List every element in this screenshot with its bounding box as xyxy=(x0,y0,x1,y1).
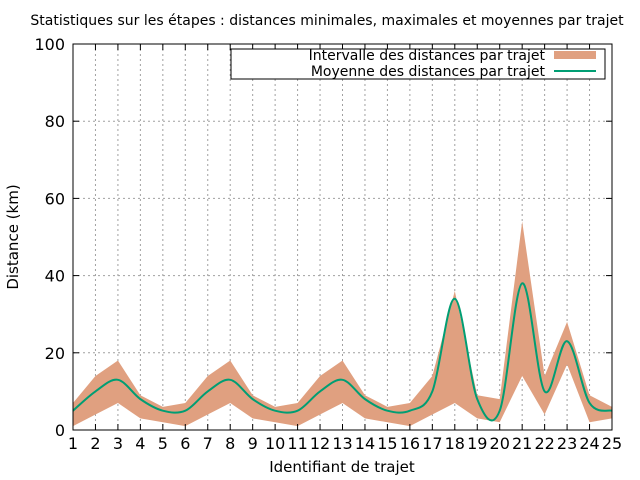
mean-line-group xyxy=(72,282,613,422)
y-tick-label: 20 xyxy=(45,344,65,363)
range-band-group xyxy=(73,221,612,427)
x-tick-label: 8 xyxy=(225,434,235,453)
x-tick-label: 6 xyxy=(180,434,190,453)
legend-box xyxy=(230,48,606,80)
y-tick-label: 60 xyxy=(45,189,65,208)
legend: Intervalle des distances par trajet Moye… xyxy=(230,48,606,80)
range-band xyxy=(73,221,612,427)
x-tick-label: 5 xyxy=(158,434,168,453)
x-tick-label: 4 xyxy=(135,434,145,453)
x-axis-label: Identifiant de trajet xyxy=(269,458,415,476)
x-tick-label: 24 xyxy=(579,434,599,453)
y-tick-label: 40 xyxy=(45,267,65,286)
x-tick-label: 11 xyxy=(287,434,307,453)
legend-label-range: Intervalle des distances par trajet xyxy=(309,48,546,64)
y-axis-label: Distance (km) xyxy=(4,184,22,289)
x-tick-label: 21 xyxy=(512,434,532,453)
x-tick-label: 19 xyxy=(467,434,487,453)
x-tick-label: 15 xyxy=(377,434,397,453)
x-tick-label: 22 xyxy=(534,434,554,453)
x-tick-label: 23 xyxy=(557,434,577,453)
x-tick-label: 12 xyxy=(310,434,330,453)
y-tick-label: 80 xyxy=(45,112,65,131)
x-tick-label: 18 xyxy=(445,434,465,453)
x-tick-label: 1 xyxy=(68,434,78,453)
x-tick-label: 17 xyxy=(422,434,442,453)
x-tick-label: 13 xyxy=(332,434,352,453)
x-tick-label: 25 xyxy=(602,434,622,453)
x-tick-label: 20 xyxy=(490,434,510,453)
x-tick-label: 9 xyxy=(248,434,258,453)
y-tick-label: 100 xyxy=(34,35,65,54)
legend-swatch-range xyxy=(554,51,596,59)
x-tick-label: 14 xyxy=(355,434,375,453)
x-tick-label: 16 xyxy=(400,434,420,453)
mean-line xyxy=(72,282,613,422)
chart-title: Statistiques sur les étapes : distances … xyxy=(30,13,624,29)
x-tick-label: 10 xyxy=(265,434,285,453)
legend-label-mean: Moyenne des distances par trajet xyxy=(311,64,546,80)
x-tick-label: 2 xyxy=(90,434,100,453)
x-tick-label: 7 xyxy=(203,434,213,453)
x-tick-label: 3 xyxy=(113,434,123,453)
y-tick-label: 0 xyxy=(55,421,65,440)
